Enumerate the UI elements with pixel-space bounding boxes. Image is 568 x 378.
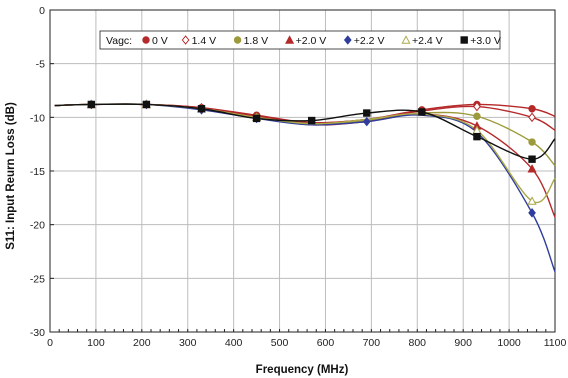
data-point [473,101,481,112]
legend-marker [233,36,242,44]
data-point [473,112,481,120]
legend-marker [460,36,468,44]
series-markers [86,99,537,218]
x-tick-label: 500 [271,337,289,349]
legend: Vagc: 0 V 1.4 V 1.8 V +2.0 V +2.2 V +2.4 V +3.… [99,30,501,50]
axis-ticks: 0 100 200 300 400 500 600 700 800 900 1000 1100 0 -5 -… [30,5,567,349]
y-axis-title: S11: Input Reurn Loss (dB) [5,102,17,250]
y-tick-label: 0 [39,5,45,17]
x-tick-label: 100 [87,337,105,349]
x-axis-title: Frequency (MHz) [256,364,349,376]
data-point [142,100,151,109]
grid [49,9,556,333]
legend-label: 0 V [152,35,168,47]
data-point [418,108,426,116]
x-tick-label: 400 [225,337,243,349]
x-tick-label: 300 [179,337,197,349]
y-tick-label: -5 [36,59,45,71]
data-point [527,196,537,205]
x-tick-label: 600 [317,337,335,349]
legend-title: Vagc: [106,35,132,47]
legend-label: +2.4 V [412,35,443,47]
y-tick-label: -30 [30,327,45,339]
x-tick-label: 1000 [497,337,521,349]
data-point [362,116,371,127]
data-point [527,164,537,173]
legend-label: +2.0 V [296,35,327,47]
legend-marker [343,35,352,45]
legend-box [99,30,501,50]
x-tick-label: 1100 [544,337,567,349]
data-point [528,112,536,123]
x-tick-label: 900 [454,337,472,349]
legend-marker [142,36,150,44]
data-point [307,116,316,125]
legend-marker [401,35,411,44]
legend-marker [181,35,190,45]
x-tick-label: 0 [47,337,53,349]
data-point [87,100,96,109]
data-point [197,105,206,113]
data-point [528,155,536,163]
legend-marker [285,35,295,44]
x-tick-label: 800 [409,337,427,349]
data-point [252,114,261,123]
legend-label: 1.8 V [244,35,269,47]
legend-label: +2.2 V [354,35,385,47]
legend-label: 1.4 V [192,35,217,47]
data-point [363,109,371,117]
data-point [528,208,536,218]
series-line [54,103,556,204]
legend-items: 0 V 1.4 V 1.8 V +2.0 V +2.2 V +2.4 V +3.0 V [142,35,501,47]
legend-label: +3.0 V [470,35,501,47]
x-tick-label: 700 [363,337,381,349]
data-point [528,105,536,113]
y-tick-label: -25 [30,273,45,285]
data-point [528,138,536,146]
x-tick-label: 200 [133,337,151,349]
data-point [473,132,481,141]
y-tick-label: -10 [30,112,45,124]
y-tick-label: -15 [30,166,45,178]
y-tick-label: -20 [30,220,45,232]
